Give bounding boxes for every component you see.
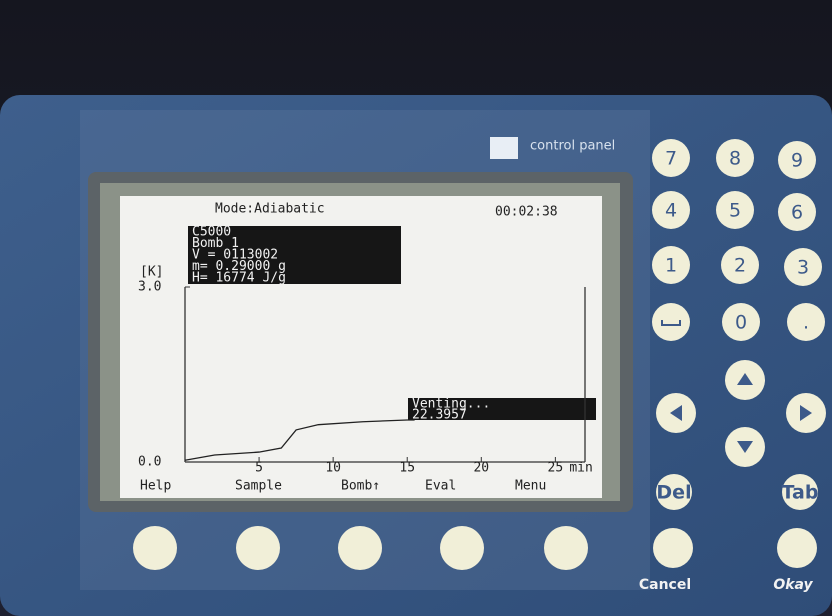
key-label: 1 (665, 255, 677, 277)
logo (490, 137, 518, 159)
key-label: 2 (734, 255, 746, 277)
key-label: 9 (791, 150, 803, 172)
key-label: 4 (665, 200, 677, 222)
y-axis-label: [K] (140, 265, 163, 280)
x-unit: min (569, 461, 592, 476)
brand: control panel (530, 139, 615, 154)
x-tick-label: 10 (325, 461, 341, 476)
softkey-label: Sample (235, 479, 282, 494)
key[interactable] (777, 528, 817, 568)
device-photo: control panel Mode:Adiabatic 00:02:38 C5… (0, 0, 832, 616)
softkey[interactable] (544, 526, 588, 570)
softkey-label: Eval (425, 479, 456, 494)
key-label: Tab (782, 482, 819, 504)
key-label: 3 (797, 257, 809, 279)
key-label: 0 (735, 312, 747, 334)
softkey[interactable] (133, 526, 177, 570)
clock: 00:02:38 (495, 205, 558, 220)
softkey[interactable] (338, 526, 382, 570)
status-line: 22.3957 (412, 408, 467, 423)
key-label: Del (656, 482, 691, 504)
mode: Mode:Adiabatic (215, 202, 325, 217)
softkey[interactable] (236, 526, 280, 570)
y-tick-label: 0.0 (138, 455, 161, 470)
softkey-label: Menu (515, 479, 546, 494)
action-label: Okay (773, 577, 813, 593)
x-tick-label: 15 (399, 461, 415, 476)
key-label: 7 (665, 148, 677, 170)
x-tick-label: 25 (548, 461, 564, 476)
x-tick-label: 5 (255, 461, 263, 476)
key[interactable] (653, 528, 693, 568)
softkey-label: Bomb↑ (341, 479, 380, 494)
key-label: . (803, 312, 809, 334)
x-tick-label: 20 (473, 461, 489, 476)
softkey-label: Help (140, 479, 171, 494)
key-label: 8 (729, 148, 741, 170)
action-label: Cancel (639, 577, 691, 593)
key[interactable] (652, 303, 690, 341)
softkey[interactable] (440, 526, 484, 570)
key-label: 5 (729, 200, 741, 222)
y-tick-label: 3.0 (138, 280, 161, 295)
info-line: H= 16774 J/g (192, 271, 286, 286)
key-label: 6 (791, 202, 803, 224)
